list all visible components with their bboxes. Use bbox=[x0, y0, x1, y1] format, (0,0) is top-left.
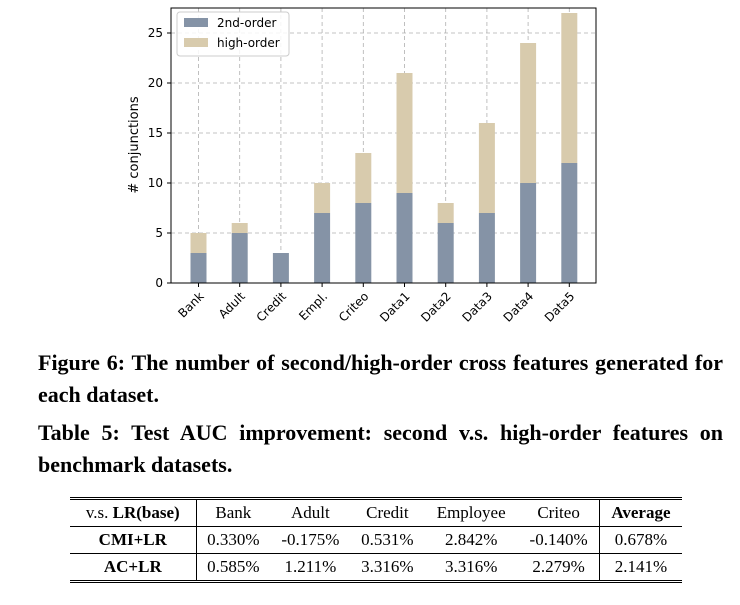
x-ticks: Bank Adult Credit Empl. Criteo Data1 Data2 Data… bbox=[175, 283, 577, 325]
bar-2nd-order bbox=[314, 213, 331, 283]
header-base: LR(base) bbox=[112, 503, 180, 522]
figure-caption: Figure 6: The number of second/high-orde… bbox=[38, 350, 723, 407]
bar-2nd-order bbox=[272, 253, 289, 283]
row-label: AC+LR bbox=[70, 553, 197, 582]
y-axis-label: # conjunctions bbox=[127, 96, 142, 194]
x-tick-label: Data5 bbox=[542, 289, 578, 325]
bar-2nd-order bbox=[190, 253, 207, 283]
legend-swatch-2nd-order bbox=[184, 18, 208, 27]
bar-high-order bbox=[190, 233, 207, 253]
table-cell: 1.211% bbox=[270, 553, 351, 582]
table-cell: 0.330% bbox=[207, 530, 260, 549]
column-header: Employee bbox=[424, 498, 519, 527]
column-header: Adult bbox=[270, 498, 351, 527]
table-cell-average: 2.141% bbox=[598, 553, 682, 582]
table-cell-average: 0.678% bbox=[598, 526, 682, 554]
bar-2nd-order bbox=[231, 233, 248, 283]
bar-high-order bbox=[396, 73, 413, 193]
row-label: CMI+LR bbox=[70, 526, 197, 554]
x-tick-label: Credit bbox=[254, 289, 290, 325]
y-tick-label: 20 bbox=[148, 76, 163, 90]
x-tick-label: Empl. bbox=[296, 289, 330, 323]
y-tick-label: 10 bbox=[148, 176, 163, 190]
column-header: Credit bbox=[350, 498, 425, 527]
y-tick-label: 5 bbox=[155, 226, 163, 240]
legend-label-2nd-order: 2nd-order bbox=[217, 16, 276, 30]
bar-2nd-order bbox=[355, 203, 372, 283]
table-cell: 0.585% bbox=[196, 553, 271, 582]
table-cell: -0.140% bbox=[529, 530, 588, 549]
y-tick-label: 25 bbox=[148, 26, 163, 40]
bar-high-order bbox=[314, 183, 331, 213]
x-tick-label: Data1 bbox=[377, 289, 413, 325]
bars bbox=[190, 13, 578, 283]
table-cell: 0.531% bbox=[361, 530, 414, 549]
table-row: AC+LR 0.585% 1.211% 3.316% 3.316% 2.279%… bbox=[70, 553, 682, 582]
bar-2nd-order bbox=[520, 183, 537, 283]
table-cell: 3.316% bbox=[350, 553, 425, 582]
table-header-row: v.s. LR(base) Bank Adult Credit Employee… bbox=[70, 498, 682, 527]
bar-high-order bbox=[478, 123, 495, 213]
x-tick-label: Data2 bbox=[418, 289, 454, 325]
plot-frame bbox=[170, 7, 597, 284]
legend-swatch-high-order bbox=[184, 38, 208, 47]
x-tick-label: Criteo bbox=[336, 289, 371, 324]
bar-2nd-order bbox=[561, 163, 578, 283]
table-row: CMI+LR 0.330% -0.175% 0.531% 2.842% -0.1… bbox=[70, 526, 682, 554]
table-caption: Table 5: Test AUC improvement: second v.… bbox=[38, 420, 723, 477]
bar-high-order bbox=[520, 43, 537, 183]
table-cell: 2.842% bbox=[444, 530, 498, 549]
bar-high-order bbox=[561, 13, 578, 163]
header-baseline: v.s. LR(base) bbox=[70, 498, 197, 527]
y-ticks: 0 5 10 15 20 25 bbox=[148, 26, 171, 290]
column-header: Bank bbox=[196, 498, 271, 527]
legend: 2nd-order high-order bbox=[176, 11, 290, 57]
bar-2nd-order bbox=[478, 213, 495, 283]
y-tick-label: 15 bbox=[148, 126, 163, 140]
results-table: v.s. LR(base) Bank Adult Credit Employee… bbox=[70, 497, 682, 583]
y-tick-label: 0 bbox=[155, 276, 163, 290]
table-cell: 2.279% bbox=[518, 553, 600, 582]
x-tick-label: Bank bbox=[175, 289, 206, 320]
bar-2nd-order bbox=[396, 193, 413, 283]
bar-2nd-order bbox=[437, 223, 454, 283]
table-cell: 3.316% bbox=[424, 553, 519, 582]
x-tick-label: Adult bbox=[216, 289, 248, 321]
column-header: Criteo bbox=[518, 498, 600, 527]
x-tick-label: Data3 bbox=[459, 289, 495, 325]
table-cell: -0.175% bbox=[281, 530, 340, 549]
bar-high-order bbox=[231, 223, 248, 233]
column-header-average: Average bbox=[598, 498, 682, 527]
legend-label-high-order: high-order bbox=[217, 36, 280, 50]
header-prefix: v.s. bbox=[85, 503, 113, 522]
bar-high-order bbox=[437, 203, 454, 223]
bar-high-order bbox=[355, 153, 372, 203]
x-tick-label: Data4 bbox=[501, 289, 537, 325]
